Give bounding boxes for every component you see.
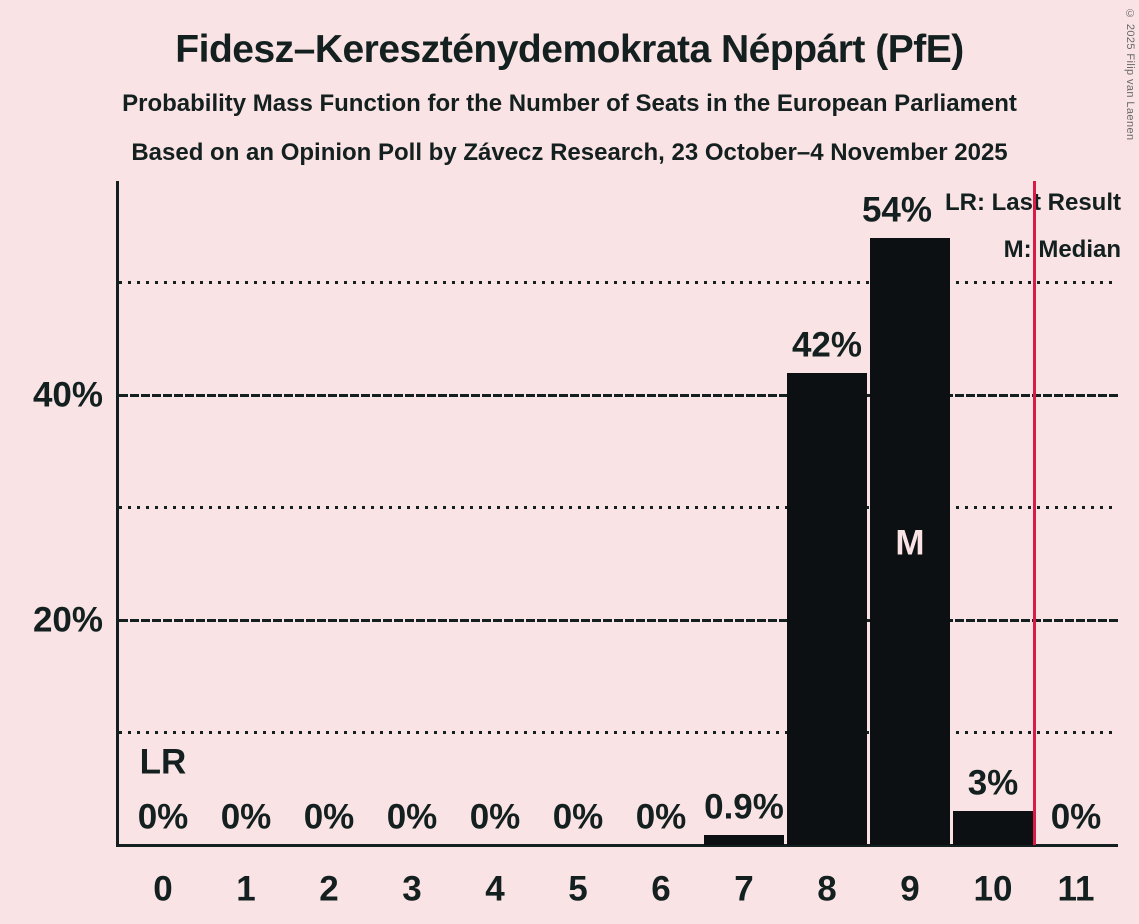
- chart-subtitle-pmf: Probability Mass Function for the Number…: [122, 90, 1017, 117]
- chart-subtitle-poll: Based on an Opinion Poll by Závecz Resea…: [131, 139, 1008, 166]
- x-tick-label-3: 3: [402, 869, 422, 909]
- bar-seats-9: [870, 237, 950, 845]
- x-tick-label-2: 2: [319, 869, 339, 909]
- x-tick-label-10: 10: [973, 869, 1013, 909]
- x-tick-label-0: 0: [153, 869, 173, 909]
- bar-value-label-11: 0%: [1050, 797, 1102, 837]
- bar-value-label-7: 0.9%: [704, 787, 784, 827]
- bar-value-label-4: 0%: [469, 797, 521, 837]
- bar-value-label-3: 0%: [386, 797, 438, 837]
- y-axis-line: [116, 181, 119, 847]
- median-annotation: M: [895, 523, 925, 563]
- gridline-40pct: [119, 393, 1118, 397]
- bar-value-label-8: 42%: [791, 325, 863, 364]
- bar-seats-8: [787, 372, 867, 845]
- x-tick-label-7: 7: [734, 869, 754, 909]
- y-tick-label-20pct: 20%: [32, 600, 103, 640]
- gridline-20pct: [119, 618, 1118, 622]
- last-result-annotation: LR: [139, 742, 187, 782]
- bar-seats-7: [704, 834, 784, 845]
- bar-value-label-9: 54%: [861, 190, 933, 229]
- x-tick-label-4: 4: [485, 869, 505, 909]
- bar-value-label-6: 0%: [635, 797, 687, 837]
- x-tick-label-6: 6: [651, 869, 671, 909]
- x-axis-line: [116, 844, 1118, 847]
- last-result-line: [1033, 181, 1036, 845]
- x-tick-label-5: 5: [568, 869, 588, 909]
- bar-value-label-5: 0%: [552, 797, 604, 837]
- copyright-note: © 2025 Filip van Laenen: [1124, 8, 1136, 141]
- gridline-30pct: [119, 506, 1118, 509]
- y-tick-label-40pct: 40%: [32, 375, 103, 415]
- x-tick-label-1: 1: [236, 869, 256, 909]
- gridline-50pct: [119, 281, 1118, 284]
- bar-seats-10: [953, 811, 1033, 845]
- gridline-10pct: [119, 731, 1118, 734]
- legend-last-result: LR: Last Result: [944, 189, 1121, 216]
- x-tick-label-8: 8: [817, 869, 837, 909]
- chart-title: Fidesz–Kereszténydemokrata Néppárt (PfE): [175, 28, 964, 71]
- bar-value-label-0: 0%: [137, 797, 189, 837]
- x-tick-label-9: 9: [900, 869, 920, 909]
- bar-value-label-10: 3%: [967, 763, 1019, 803]
- legend-median: M: Median: [1003, 236, 1121, 263]
- bar-value-label-1: 0%: [220, 797, 272, 837]
- bar-value-label-2: 0%: [303, 797, 355, 837]
- x-tick-label-11: 11: [1057, 869, 1095, 909]
